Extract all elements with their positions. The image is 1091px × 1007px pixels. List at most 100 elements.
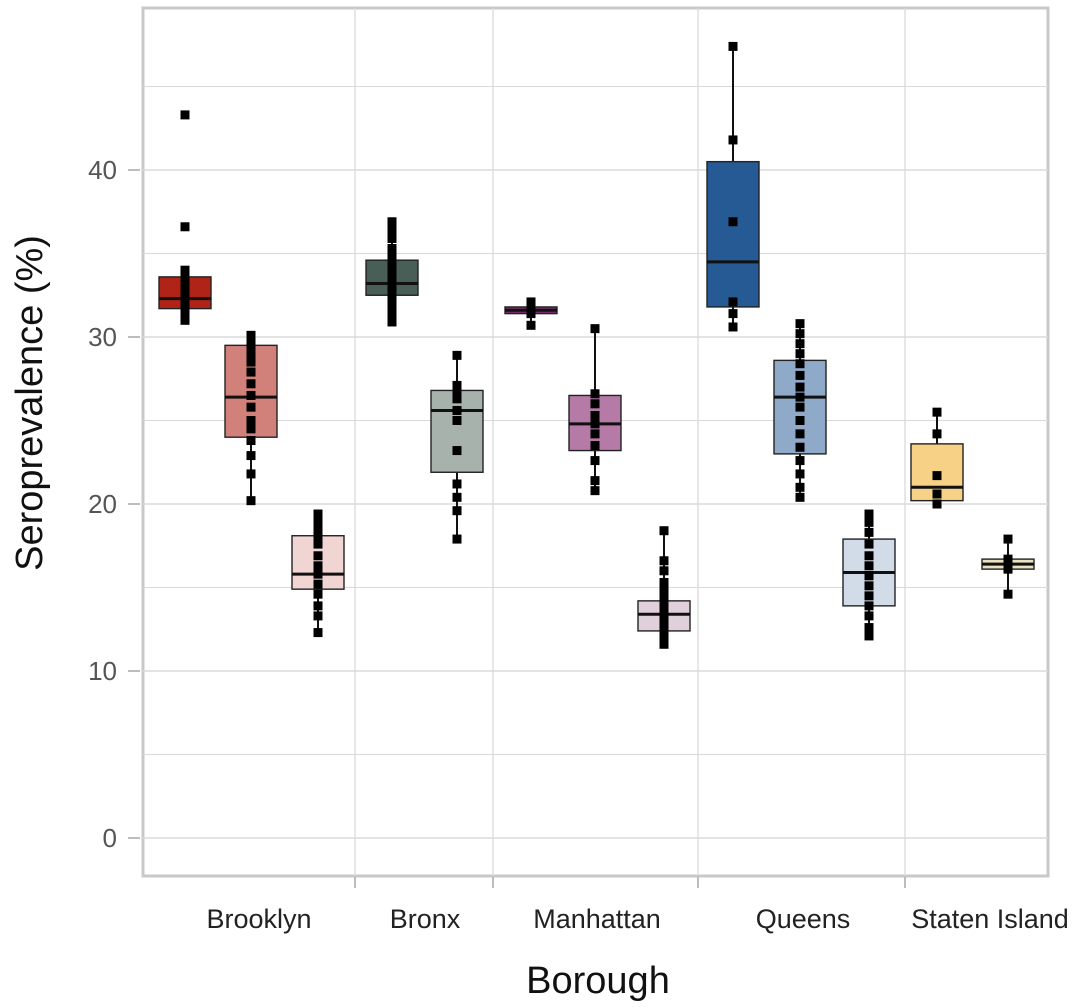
data-point — [180, 307, 190, 317]
x-category-label: Manhattan — [533, 904, 661, 934]
data-point — [864, 611, 874, 621]
data-point — [659, 621, 669, 631]
data-point — [452, 534, 462, 544]
data-point — [313, 531, 323, 541]
data-point — [246, 469, 256, 479]
boxplot-box — [224, 330, 278, 506]
data-point — [246, 379, 256, 389]
data-point — [313, 628, 323, 638]
data-point — [387, 279, 397, 289]
data-point — [246, 416, 256, 425]
data-point — [452, 350, 462, 360]
data-point — [659, 556, 669, 566]
y-tick-label: 40 — [88, 155, 117, 185]
data-point — [795, 442, 805, 452]
data-point — [246, 390, 256, 400]
data-point — [246, 367, 256, 377]
data-point — [659, 586, 669, 596]
boxplot-box — [158, 110, 212, 325]
data-point — [932, 471, 942, 481]
data-point — [452, 380, 462, 390]
data-point — [452, 492, 462, 502]
data-point — [246, 451, 256, 461]
data-point — [864, 591, 874, 601]
x-axis-labels: Brooklyn Bronx Manhattan Queens Staten Islan… — [206, 904, 1068, 934]
data-point — [659, 614, 669, 624]
data-point — [864, 517, 874, 527]
data-point — [590, 389, 600, 399]
data-point — [180, 302, 190, 312]
y-tick-label: 0 — [103, 823, 117, 853]
data-point — [526, 297, 536, 307]
data-point — [728, 297, 738, 307]
data-point — [795, 429, 805, 439]
data-point — [180, 315, 190, 325]
data-point — [590, 456, 600, 466]
data-point — [932, 499, 942, 509]
boxplot-box — [568, 324, 622, 496]
data-point — [864, 581, 874, 591]
data-point — [452, 387, 462, 397]
data-point — [795, 319, 805, 329]
data-point — [728, 217, 738, 227]
data-point — [795, 392, 805, 402]
data-point — [1003, 589, 1013, 599]
data-point — [590, 441, 600, 451]
data-point — [387, 272, 397, 282]
box-group-brooklyn — [158, 110, 345, 638]
data-point — [728, 322, 738, 332]
data-point — [795, 402, 805, 412]
data-point — [452, 405, 462, 415]
data-point — [659, 634, 669, 644]
data-point — [246, 342, 256, 352]
boxplot-box — [430, 350, 484, 544]
data-point — [180, 110, 190, 120]
y-axis-title: Seroprevalence (%) — [9, 235, 51, 571]
grid-lines — [143, 8, 1048, 876]
data-point — [728, 309, 738, 319]
boxplot-box — [706, 41, 760, 332]
data-point — [659, 577, 669, 587]
data-point — [180, 274, 190, 284]
data-point — [795, 370, 805, 380]
data-point — [932, 407, 942, 417]
data-point — [313, 516, 323, 526]
box-group-queens — [706, 41, 896, 641]
data-point — [180, 222, 190, 232]
data-point — [313, 509, 323, 519]
data-point — [313, 601, 323, 611]
data-point — [313, 539, 323, 549]
data-point — [932, 429, 942, 439]
data-point — [590, 324, 600, 334]
data-point — [1003, 564, 1013, 574]
data-point — [590, 410, 600, 420]
data-point — [387, 250, 397, 260]
boxplot-box — [637, 526, 691, 649]
data-point — [387, 259, 397, 269]
data-point — [526, 320, 536, 330]
data-point — [864, 631, 874, 641]
data-point — [795, 329, 805, 339]
data-point — [246, 402, 256, 412]
data-point — [246, 357, 256, 367]
data-point — [313, 611, 323, 621]
data-point — [659, 594, 669, 604]
data-point — [864, 561, 874, 571]
data-point — [452, 506, 462, 516]
data-point — [864, 527, 874, 537]
boxplot-box — [910, 407, 964, 509]
data-point — [387, 294, 397, 304]
box-group-bronx — [365, 217, 484, 544]
x-category-label: Bronx — [390, 904, 461, 934]
x-axis-title: Borough — [526, 960, 670, 1002]
data-point — [387, 265, 397, 275]
data-point — [246, 349, 256, 359]
data-point — [246, 496, 256, 506]
x-category-label: Brooklyn — [206, 904, 311, 934]
data-point — [387, 309, 397, 319]
data-point — [313, 522, 323, 532]
data-point — [932, 489, 942, 499]
data-point — [180, 265, 190, 275]
x-category-label: Staten Island — [911, 904, 1069, 934]
data-point — [1003, 554, 1013, 564]
